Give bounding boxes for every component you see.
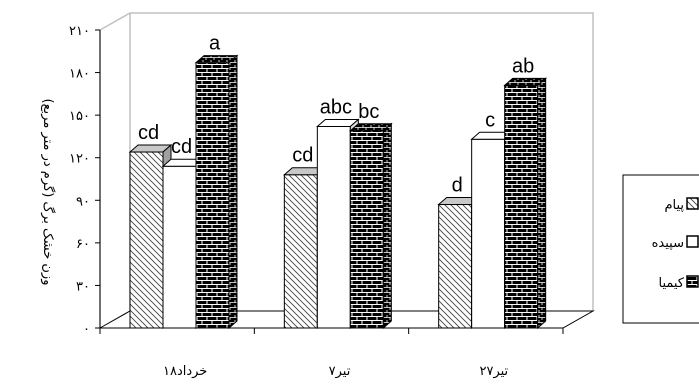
bar-front xyxy=(504,84,539,329)
bar-side xyxy=(228,54,238,330)
y-tick-label: ۱۵۰ xyxy=(69,109,90,124)
legend-label: کیمیا xyxy=(658,276,684,291)
x-axis: ۱۸خرداد ۷تیر ۲۷تیر xyxy=(99,327,564,379)
bar-front xyxy=(283,174,318,329)
y-tick-label: ۶۰ xyxy=(76,237,90,252)
legend-label: پیام xyxy=(664,198,684,213)
data-label: bc xyxy=(358,101,379,123)
side-wall xyxy=(99,12,131,328)
bar-front xyxy=(316,125,351,329)
bar xyxy=(194,54,239,330)
data-label: cd xyxy=(171,136,192,158)
legend-swatch xyxy=(686,197,699,210)
bar-front xyxy=(471,138,506,329)
bar-front xyxy=(129,151,164,329)
data-label: d xyxy=(452,175,463,197)
legend-swatch xyxy=(686,275,699,288)
data-label: ab xyxy=(512,55,534,77)
data-label: cd xyxy=(292,145,313,167)
data-label: a xyxy=(209,33,221,55)
bar-front xyxy=(349,130,384,329)
legend-label: سپیده xyxy=(652,236,684,251)
bar-side xyxy=(537,77,547,330)
legend: پیام سپیده کیمیا xyxy=(622,174,699,324)
x-tick-label: ۲۷تیر xyxy=(479,364,508,379)
bars xyxy=(128,54,547,330)
bar-front xyxy=(438,204,473,329)
data-label: cd xyxy=(138,122,159,144)
y-tick-label: ۱۸۰ xyxy=(69,67,90,82)
x-tick-label: ۱۸خرداد xyxy=(163,364,207,379)
bar xyxy=(503,77,547,330)
legend-swatch xyxy=(686,235,699,248)
y-axis-label: وزن خشک برگ (گرم در متر مربع) xyxy=(40,99,57,286)
y-tick-label: ۱۲۰ xyxy=(69,152,90,167)
y-tick-label: ۹۰ xyxy=(76,194,90,209)
bar-front xyxy=(195,62,230,329)
data-label: c xyxy=(485,109,495,131)
y-tick-label: ۳۰ xyxy=(76,279,90,294)
data-label: abc xyxy=(320,96,352,118)
y-axis: ۰ ۳۰ ۶۰ ۹۰ ۱۲۰ ۱۵۰ ۱۸۰ ۲۱۰ xyxy=(69,24,101,337)
bar-side xyxy=(382,122,392,330)
bar xyxy=(349,122,393,330)
y-tick-label: ۰ xyxy=(83,322,90,337)
y-tick-label: ۲۱۰ xyxy=(69,24,90,39)
bar-front xyxy=(162,165,197,329)
x-tick-label: ۷تیر xyxy=(329,364,351,379)
